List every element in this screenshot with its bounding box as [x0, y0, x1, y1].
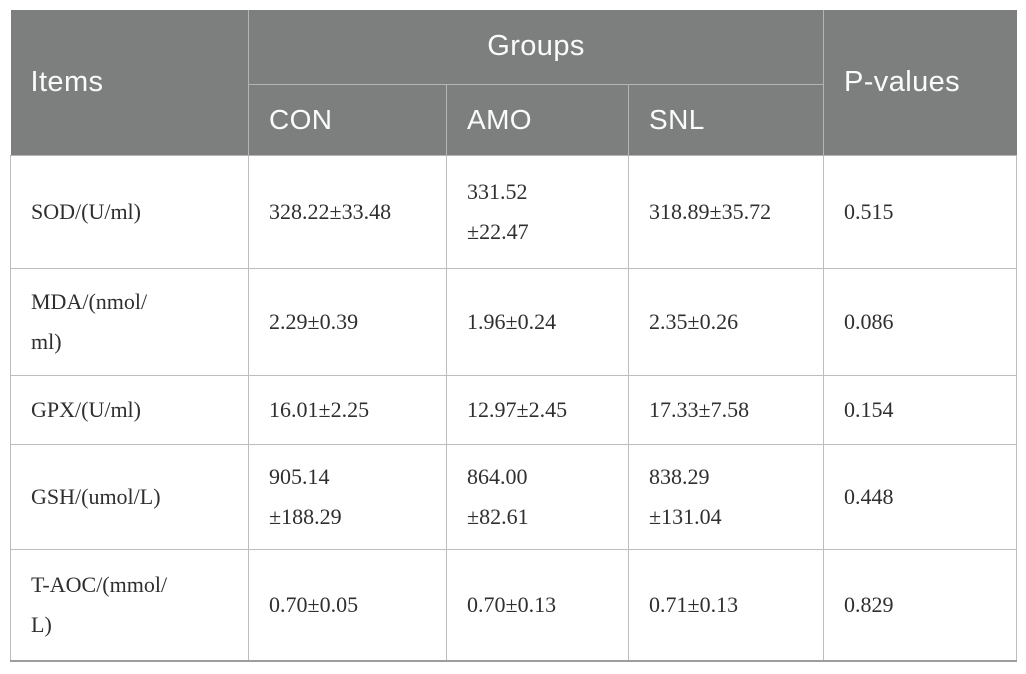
column-header-amo: AMO [446, 83, 629, 156]
cell-gpx-amo: 12.97±2.45 [446, 374, 629, 445]
cell-gpx-snl: 17.33±7.58 [628, 374, 824, 445]
row-label-gpx: GPX/(U/ml) [10, 374, 249, 445]
table-row-gpx: GPX/(U/ml) 16.01±2.25 12.97±2.45 17.33±7… [10, 374, 1017, 445]
cell-sod-snl: 318.89±35.72 [628, 154, 824, 269]
cell-gsh-amo: 864.00 ±82.61 [446, 443, 629, 550]
column-header-snl: SNL [628, 83, 824, 156]
row-label-sod: SOD/(U/ml) [10, 154, 249, 269]
row-label-taoc: T-AOC/(mmol/ L) [10, 548, 249, 662]
cell-taoc-snl: 0.71±0.13 [628, 548, 824, 662]
cell-taoc-amo: 0.70±0.13 [446, 548, 629, 662]
cell-gpx-con: 16.01±2.25 [248, 374, 447, 445]
cell-mda-pvalue: 0.086 [823, 267, 1017, 376]
cell-gsh-con: 905.14 ±188.29 [248, 443, 447, 550]
table-row-mda: MDA/(nmol/ ml) 2.29±0.39 1.96±0.24 2.35±… [10, 267, 1017, 376]
table-row-gsh: GSH/(umol/L) 905.14 ±188.29 864.00 ±82.6… [10, 443, 1017, 550]
cell-gsh-snl: 838.29 ±131.04 [628, 443, 824, 550]
table-row-sod: SOD/(U/ml) 328.22±33.48 331.52 ±22.47 31… [10, 154, 1017, 269]
table-header: Items Groups P-values CON AMO SNL [10, 10, 1017, 156]
column-header-groups: Groups [248, 10, 824, 85]
column-header-items: Items [10, 10, 249, 156]
cell-taoc-pvalue: 0.829 [823, 548, 1017, 662]
cell-mda-con: 2.29±0.39 [248, 267, 447, 376]
cell-taoc-con: 0.70±0.05 [248, 548, 447, 662]
table-row-taoc: T-AOC/(mmol/ L) 0.70±0.05 0.70±0.13 0.71… [10, 548, 1017, 662]
cell-gpx-pvalue: 0.154 [823, 374, 1017, 445]
cell-mda-amo: 1.96±0.24 [446, 267, 629, 376]
table-body: SOD/(U/ml) 328.22±33.48 331.52 ±22.47 31… [10, 154, 1017, 662]
cell-sod-pvalue: 0.515 [823, 154, 1017, 269]
row-label-mda: MDA/(nmol/ ml) [10, 267, 249, 376]
row-label-gsh: GSH/(umol/L) [10, 443, 249, 550]
column-header-con: CON [248, 83, 447, 156]
cell-sod-amo: 331.52 ±22.47 [446, 154, 629, 269]
cell-gsh-pvalue: 0.448 [823, 443, 1017, 550]
column-header-pvalues: P-values [823, 10, 1017, 156]
cell-sod-con: 328.22±33.48 [248, 154, 447, 269]
cell-mda-snl: 2.35±0.26 [628, 267, 824, 376]
antioxidant-results-table: Items Groups P-values CON AMO SNL SOD/(U… [10, 10, 1017, 662]
